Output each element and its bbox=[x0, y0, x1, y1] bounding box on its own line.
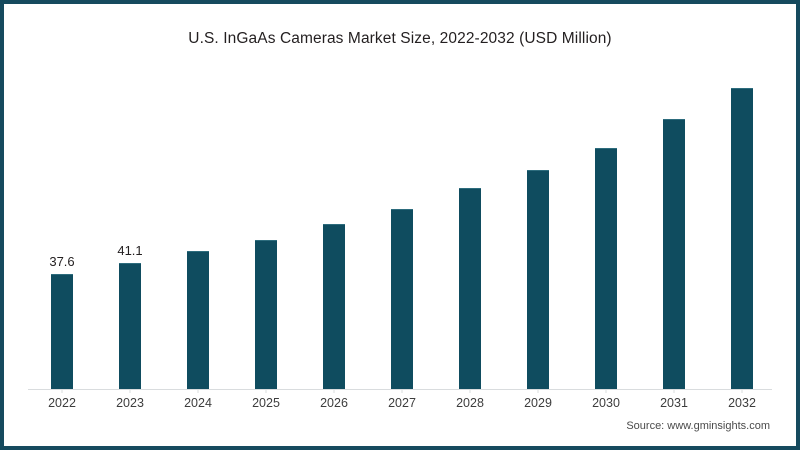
x-axis-tick-labels: 2022 2023 2024 2025 2026 2027 2028 2029 2030 2031… bbox=[20, 396, 780, 418]
bar[interactable] bbox=[595, 147, 617, 389]
bar-group: 37.6 bbox=[28, 70, 96, 393]
bar[interactable] bbox=[527, 170, 549, 389]
bar[interactable] bbox=[459, 187, 481, 389]
x-axis-tick bbox=[537, 389, 539, 393]
source-attribution: Source: www.gminsights.com bbox=[626, 420, 770, 432]
x-axis-tick bbox=[61, 389, 63, 393]
x-axis-tick bbox=[197, 389, 199, 393]
x-axis-tick bbox=[673, 389, 675, 393]
bar-group bbox=[640, 70, 708, 393]
bar-group bbox=[232, 70, 300, 393]
x-axis-line bbox=[28, 388, 772, 390]
bar-group bbox=[368, 70, 436, 393]
bar[interactable] bbox=[51, 273, 73, 389]
x-axis-tick bbox=[265, 389, 267, 393]
x-axis-label-2025: 2025 bbox=[252, 396, 280, 410]
x-axis-label-2026: 2026 bbox=[320, 396, 348, 410]
bar-group bbox=[164, 70, 232, 393]
bar-value-label: 37.6 bbox=[49, 253, 75, 269]
x-axis-label-2022: 2022 bbox=[48, 396, 76, 410]
x-axis-tick bbox=[129, 389, 131, 393]
x-axis-label-2032: 2032 bbox=[728, 396, 756, 410]
bar-group bbox=[504, 70, 572, 393]
bar[interactable] bbox=[323, 223, 345, 389]
x-axis-tick bbox=[401, 389, 403, 393]
bar-group bbox=[572, 70, 640, 393]
bar-group bbox=[436, 70, 504, 393]
chart-title: U.S. InGaAs Cameras Market Size, 2022-20… bbox=[188, 30, 612, 47]
x-axis-label-2027: 2027 bbox=[388, 396, 416, 410]
bar[interactable] bbox=[255, 239, 277, 389]
x-axis-tick bbox=[333, 389, 335, 393]
bar[interactable] bbox=[731, 88, 753, 389]
x-axis-tick bbox=[605, 389, 607, 393]
bar-series: 37.6 41.1 bbox=[20, 70, 780, 393]
bar-group bbox=[708, 70, 776, 393]
x-axis-label-2029: 2029 bbox=[524, 396, 552, 410]
plot-area: 37.6 41.1 bbox=[20, 70, 780, 393]
bar-value-label: 41.1 bbox=[117, 243, 143, 259]
bar[interactable] bbox=[391, 209, 413, 389]
bar[interactable] bbox=[663, 118, 685, 389]
x-axis-label-2028: 2028 bbox=[456, 396, 484, 410]
x-axis-label-2030: 2030 bbox=[592, 396, 620, 410]
bar-group: 41.1 bbox=[96, 70, 164, 393]
bar-group bbox=[300, 70, 368, 393]
bar[interactable] bbox=[187, 251, 209, 389]
bar[interactable] bbox=[119, 263, 141, 389]
x-axis-label-2031: 2031 bbox=[660, 396, 688, 410]
x-axis-label-2023: 2023 bbox=[116, 396, 144, 410]
x-axis-tick bbox=[469, 389, 471, 393]
x-axis-tick bbox=[741, 389, 743, 393]
x-axis-label-2024: 2024 bbox=[184, 396, 212, 410]
